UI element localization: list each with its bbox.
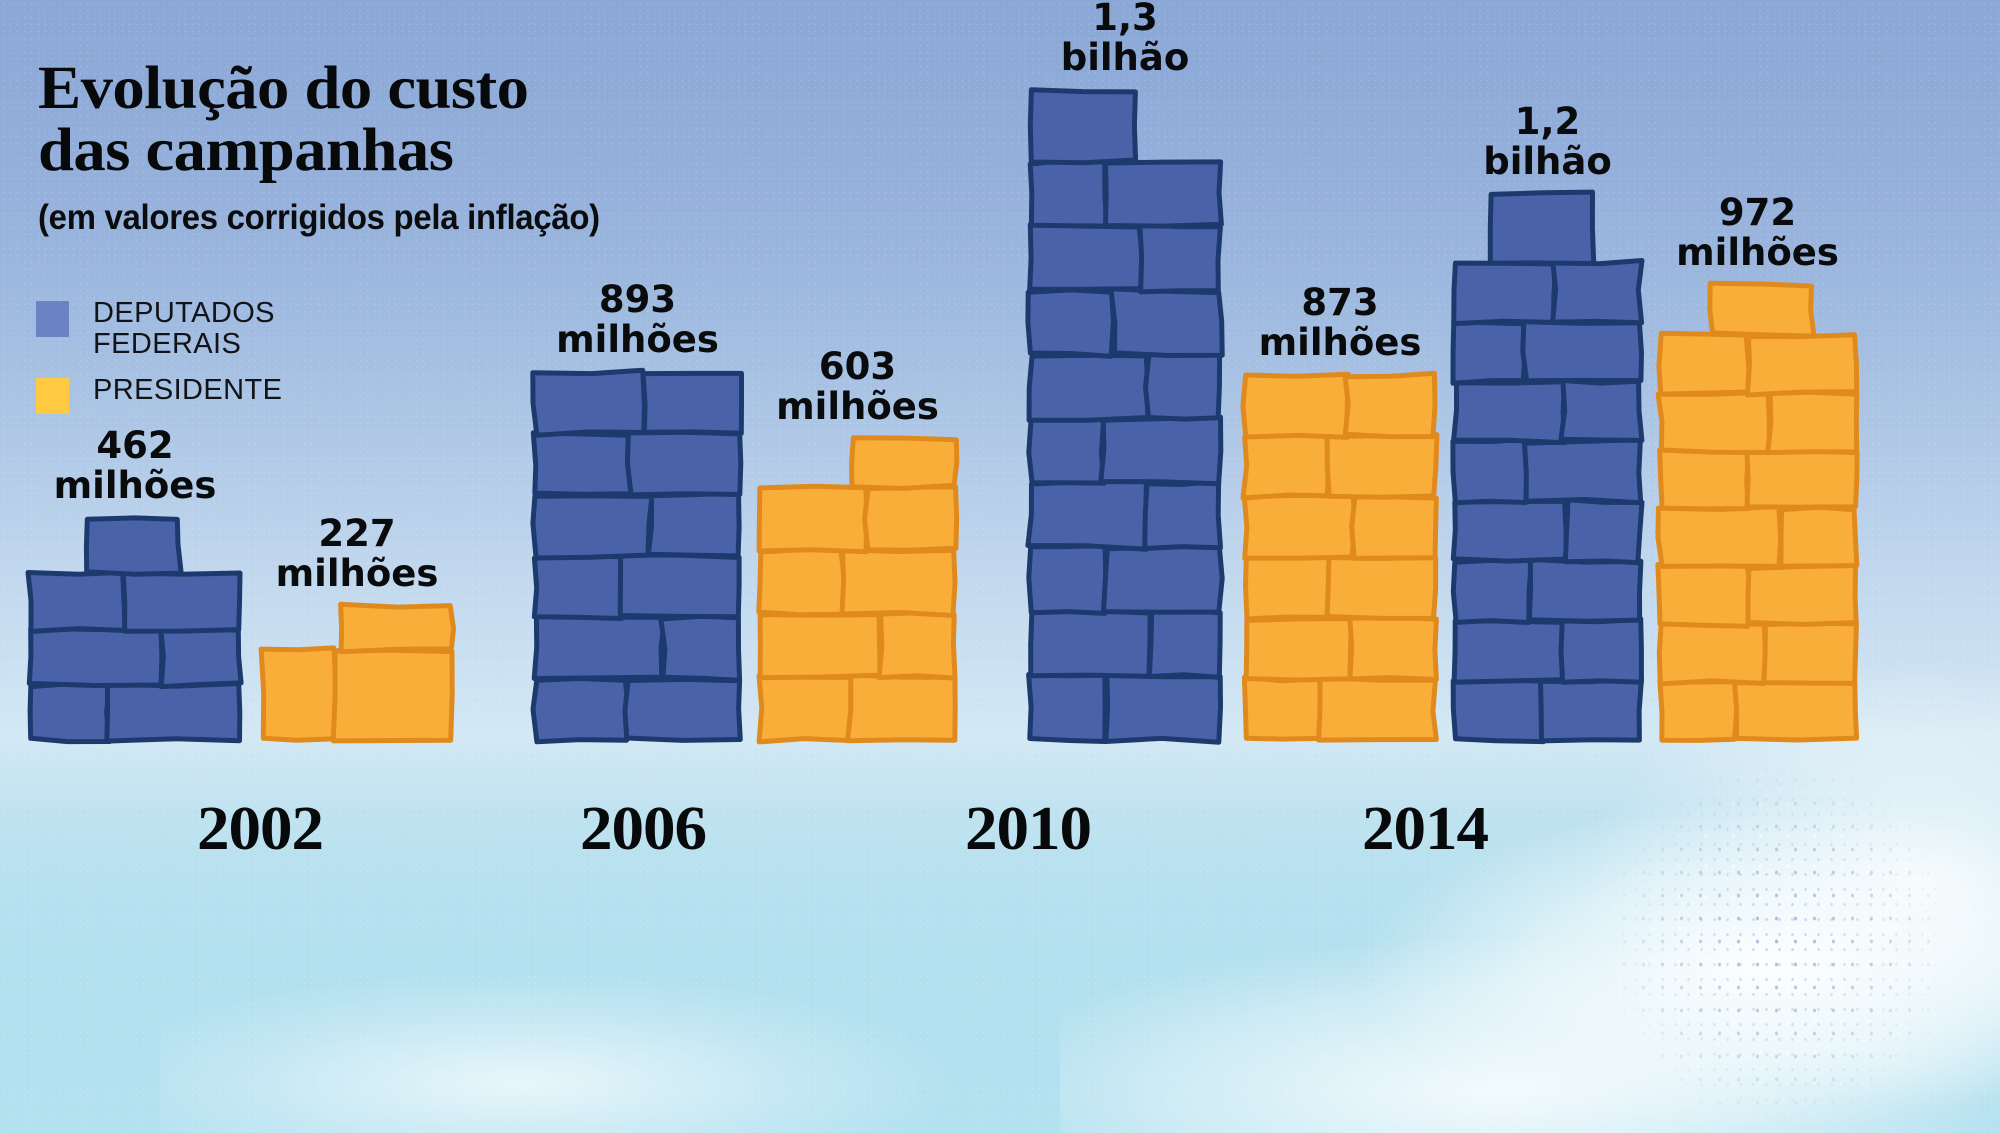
bar-value-label-2002-presidente: 227 milhões: [275, 512, 439, 596]
bar-chart-plot-area: 462 milhões 227 milhões 2002 893 milhões 603…: [25, 0, 1860, 863]
brick-wall-2006-presidente: [756, 435, 960, 745]
bar-2010-deputados[interactable]: 1,3 bilhão: [1025, 0, 1225, 745]
bar-2002-deputados[interactable]: 462 milhões: [25, 426, 244, 745]
bar-value-label-2010-deputados: 1,3 bilhão: [1060, 0, 1190, 80]
brick-wall-2002-presidente: [258, 601, 456, 744]
page-subtitle: (em valores corrigidos pela inflação): [38, 198, 600, 237]
bar-value-label-2014-presidente: 972 milhões: [1676, 191, 1839, 275]
bar-2014-deputados[interactable]: 1,2 bilhão: [1450, 102, 1645, 745]
axis-year-label-2014: 2014: [1362, 795, 1489, 863]
brick-wall-2014-deputados: [1450, 189, 1645, 745]
brick-wall-2010-deputados: [1025, 87, 1225, 745]
brick-wall-2002-deputados: [25, 515, 244, 745]
bar-2010-presidente[interactable]: 873 milhões: [1240, 283, 1440, 743]
page-title: Evolução do custo das campanhas: [38, 55, 529, 185]
legend-label-presidente: PRESIDENTE: [93, 373, 283, 406]
bar-2006-deputados[interactable]: 893 milhões: [530, 280, 744, 745]
legend-item-presidente[interactable]: PRESIDENTE: [36, 373, 283, 414]
bar-2006-presidente[interactable]: 603 milhões: [756, 347, 960, 745]
bar-2002-presidente[interactable]: 227 milhões: [258, 514, 456, 744]
legend-label-deputados: DEPUTADOS FEDERAIS: [93, 297, 275, 361]
bar-value-label-2002-deputados: 462 milhões: [53, 424, 217, 508]
brick-wall-2006-deputados: [530, 367, 744, 745]
chart-legend: DEPUTADOS FEDERAIS PRESIDENTE: [36, 297, 283, 428]
bar-value-label-2010-presidente: 873 milhões: [1258, 281, 1422, 365]
axis-year-label-2006: 2006: [580, 795, 707, 863]
brick-wall-2014-presidente: [1655, 280, 1860, 743]
legend-swatch-presidente: [36, 377, 69, 414]
legend-item-deputados[interactable]: DEPUTADOS FEDERAIS: [36, 297, 282, 361]
legend-swatch-deputados: [36, 301, 69, 337]
brick-wall-2010-presidente: [1240, 370, 1440, 743]
bar-2014-presidente[interactable]: 972 milhões: [1655, 193, 1860, 743]
axis-year-label-2010: 2010: [965, 795, 1092, 863]
axis-year-label-2002: 2002: [197, 795, 324, 863]
bar-value-label-2006-presidente: 603 milhões: [776, 345, 939, 429]
bar-value-label-2014-deputados: 1,2 bilhão: [1483, 100, 1612, 184]
bar-value-label-2006-deputados: 893 milhões: [556, 278, 719, 362]
